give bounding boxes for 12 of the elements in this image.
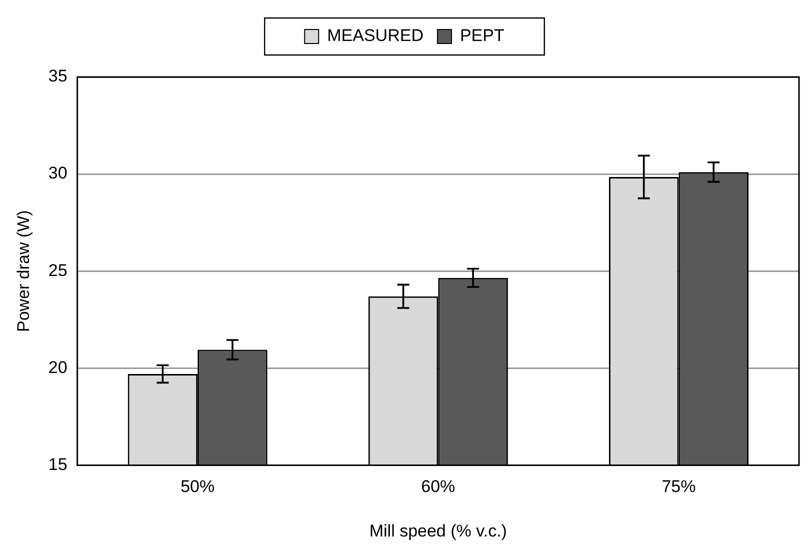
x-tick-label: 60% (421, 477, 456, 496)
y-tick-label: 20 (48, 358, 68, 377)
y-tick-label: 35 (48, 66, 68, 86)
x-tick-label: 75% (662, 477, 696, 496)
x-axis-title: Mill speed (% v.c.) (369, 521, 507, 540)
legend-label: PEPT (460, 26, 504, 46)
y-tick-label: 25 (48, 260, 68, 280)
legend-label: MEASURED (327, 26, 424, 46)
y-axis-title: Power draw (W) (14, 210, 33, 332)
y-tick-label: 30 (48, 164, 68, 183)
y-tick-label: 15 (48, 454, 68, 474)
x-tick-label: 50% (180, 477, 215, 496)
